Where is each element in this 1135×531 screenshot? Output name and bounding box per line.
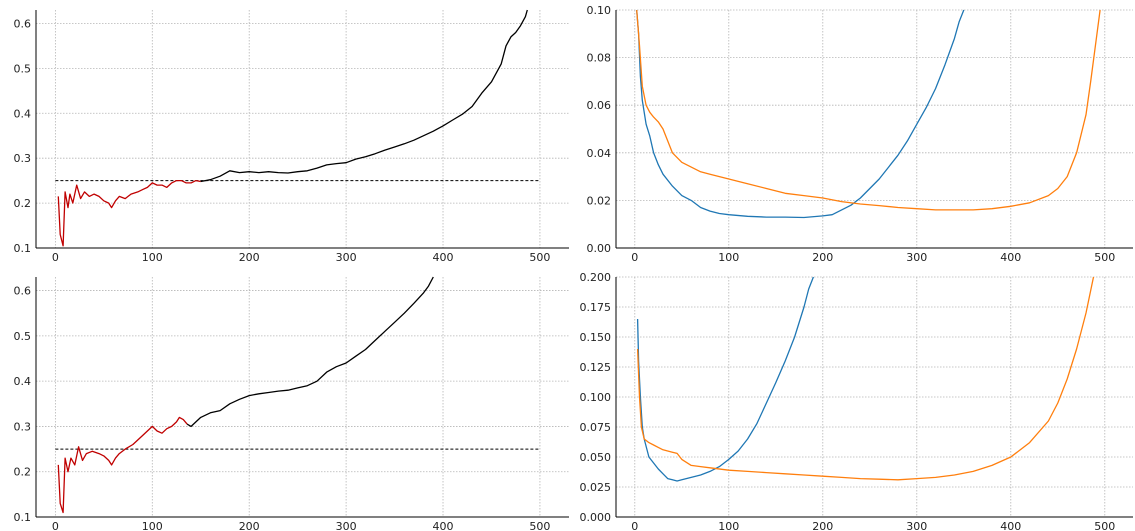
y-tick-label: 0.6 (14, 285, 32, 298)
y-tick-label: 0.150 (580, 331, 612, 344)
y-tick-label: 0.025 (580, 481, 612, 494)
x-tick-label: 500 (529, 251, 550, 264)
series-line (186, 276, 434, 428)
series-line (57, 179, 201, 247)
x-tick-label: 100 (718, 251, 739, 264)
series-line (636, 276, 1095, 481)
x-tick-label: 200 (812, 520, 833, 531)
y-tick-label: 0.08 (587, 52, 612, 65)
y-tick-label: 0.1 (14, 511, 32, 524)
y-tick-label: 0.4 (14, 107, 32, 120)
x-tick-label: 300 (336, 251, 357, 264)
series-line (636, 9, 1101, 211)
subplot-top-right: 0 100 200 300 400 500 0.00 0.02 0.04 0.06 0.08 0.10 (587, 4, 1133, 264)
x-tick-label: 500 (529, 520, 550, 531)
x-tick-label: 400 (433, 251, 454, 264)
x-tick-label: 200 (239, 251, 260, 264)
y-tick-label: 0.04 (587, 147, 612, 160)
x-tick-label: 400 (433, 520, 454, 531)
x-tick-label: 500 (1094, 251, 1115, 264)
y-tick-label: 0.2 (14, 197, 32, 210)
y-tick-label: 0.5 (14, 62, 32, 75)
y-tick-label: 0.10 (587, 4, 612, 17)
y-tick-label: 0.1 (14, 242, 32, 255)
y-tick-label: 0.000 (580, 511, 612, 524)
y-tick-label: 0.00 (587, 242, 612, 255)
x-tick-label: 100 (718, 520, 739, 531)
x-tick-label: 300 (906, 520, 927, 531)
x-tick-label: 0 (52, 520, 59, 531)
x-tick-label: 0 (631, 520, 638, 531)
y-tick-label: 0.06 (587, 99, 612, 112)
y-tick-label: 0.075 (580, 421, 612, 434)
y-tick-label: 0.100 (580, 391, 612, 404)
y-tick-label: 0.125 (580, 361, 612, 374)
subplot-bottom-left: 0 100 200 300 400 500 0.1 0.2 0.3 0.4 0.5 0.6 (14, 276, 569, 531)
x-tick-label: 300 (336, 520, 357, 531)
x-tick-label: 200 (812, 251, 833, 264)
series-line (200, 9, 528, 183)
y-tick-label: 0.5 (14, 330, 32, 343)
x-tick-label: 100 (142, 251, 163, 264)
x-tick-label: 400 (1000, 251, 1021, 264)
series-line (636, 9, 965, 219)
x-tick-label: 300 (906, 251, 927, 264)
subplot-bottom-right: 0 100 200 300 400 500 0.000 0.025 0.050 0.075 0.10… (580, 271, 1133, 531)
x-tick-label: 0 (52, 251, 59, 264)
y-tick-label: 0.050 (580, 451, 612, 464)
subplot-top-left: 0 100 200 300 400 500 0.1 0.2 0.3 0.4 0.5 0.6 (14, 9, 569, 264)
y-tick-label: 0.3 (14, 152, 32, 165)
x-tick-label: 100 (142, 520, 163, 531)
x-tick-label: 200 (239, 520, 260, 531)
y-tick-label: 0.175 (580, 301, 612, 314)
y-tick-label: 0.02 (587, 194, 612, 207)
y-tick-label: 0.6 (14, 17, 32, 30)
y-tick-label: 0.2 (14, 466, 32, 479)
x-tick-label: 0 (631, 251, 638, 264)
series-line (636, 276, 815, 482)
y-tick-label: 0.4 (14, 375, 32, 388)
x-tick-label: 400 (1000, 520, 1021, 531)
x-tick-label: 500 (1094, 520, 1115, 531)
series-line (57, 416, 188, 514)
y-tick-label: 0.3 (14, 420, 32, 433)
y-tick-label: 0.200 (580, 271, 612, 284)
